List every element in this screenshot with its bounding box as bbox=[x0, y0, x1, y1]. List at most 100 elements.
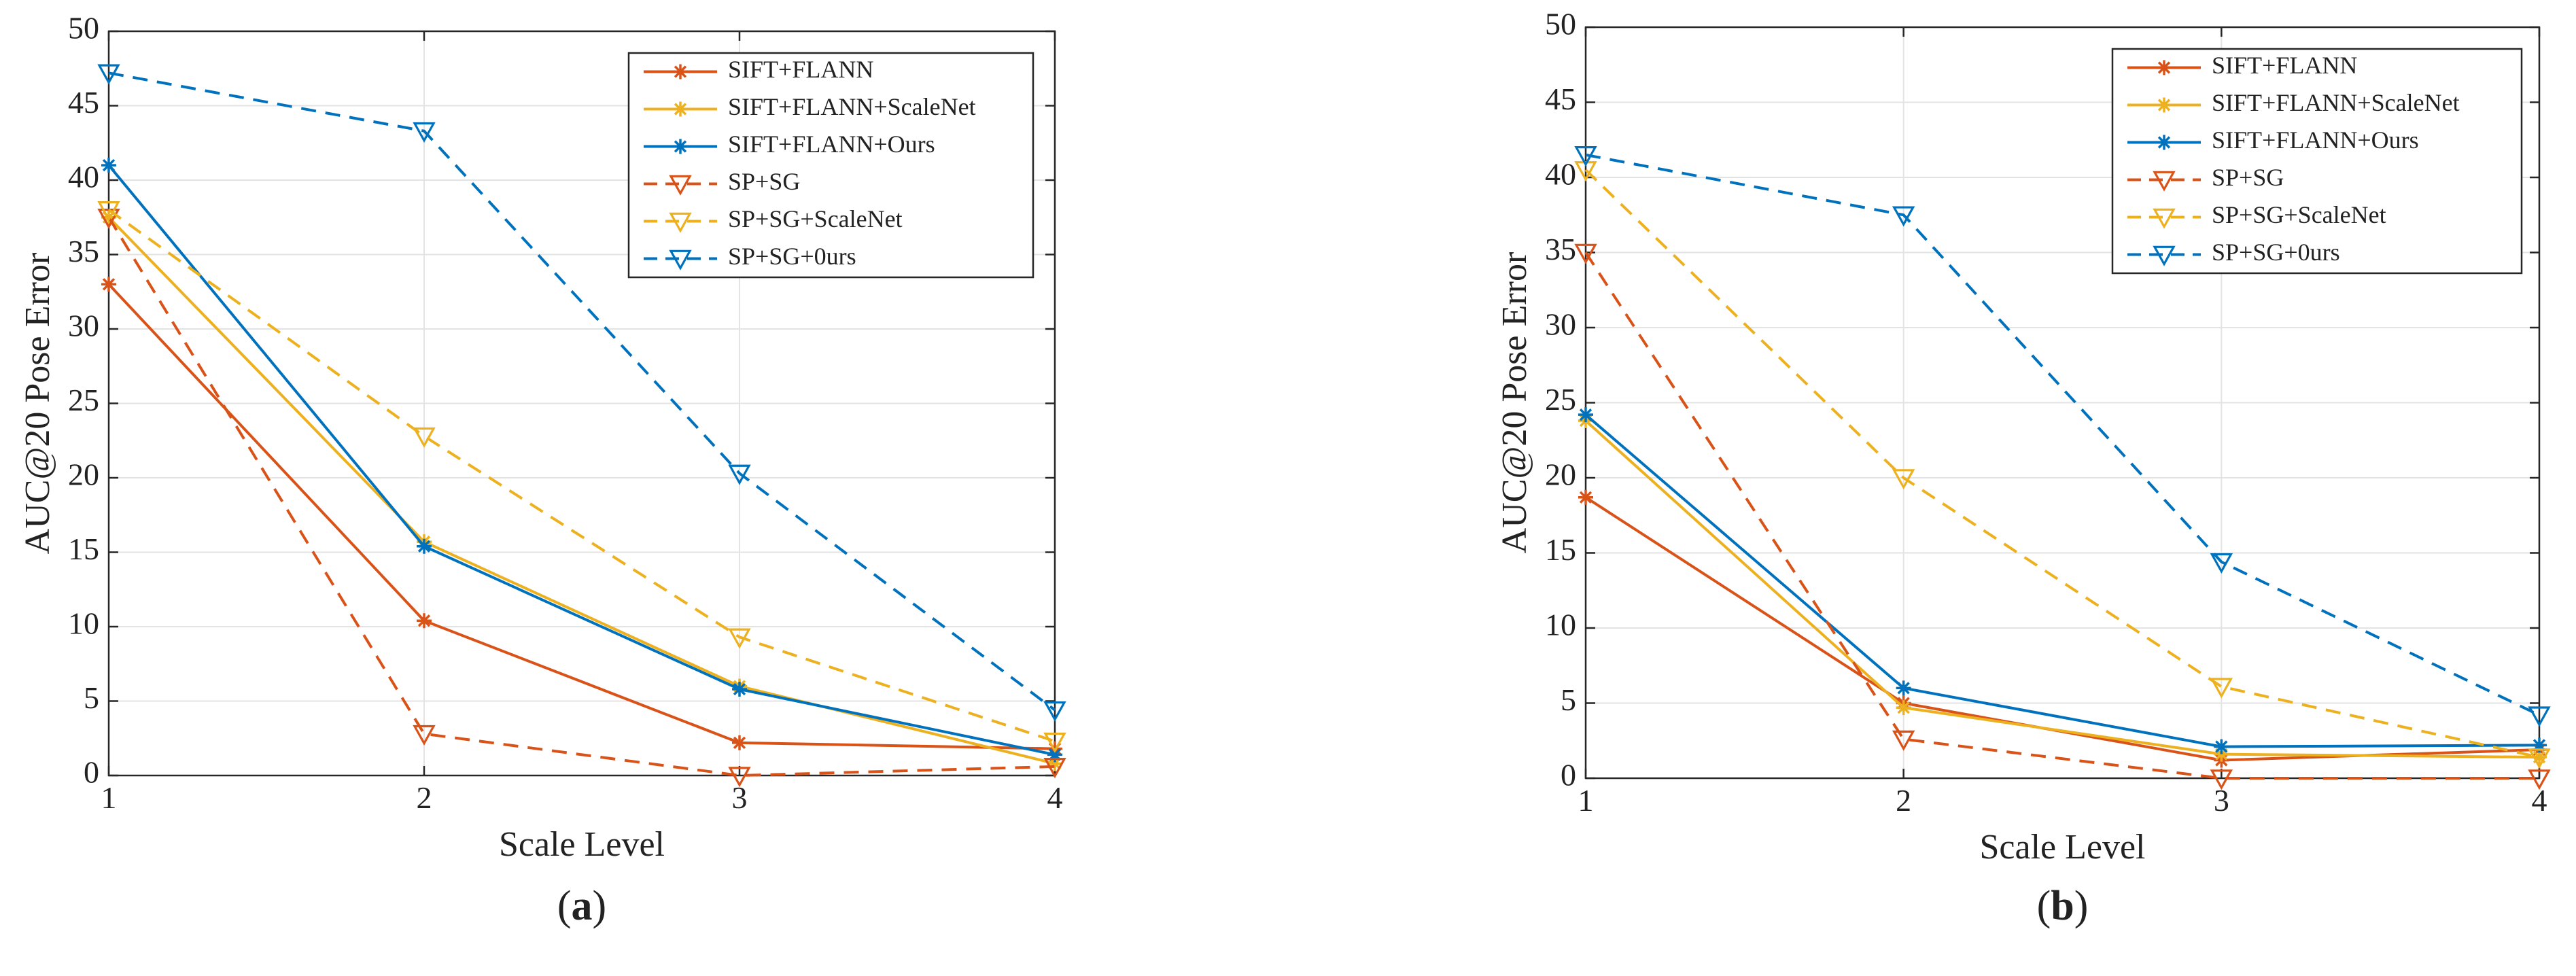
series-line bbox=[107, 164, 1056, 756]
data-point bbox=[2528, 748, 2551, 769]
data-point bbox=[2528, 769, 2551, 790]
x-tick-label: 4 bbox=[1047, 780, 1063, 815]
data-point bbox=[1574, 243, 1597, 264]
y-tick-label: 50 bbox=[68, 11, 99, 46]
data-point bbox=[1043, 701, 1066, 722]
data-point bbox=[1892, 206, 1915, 227]
series-sp-sg-0urs bbox=[97, 64, 1066, 722]
data-point bbox=[2210, 553, 2233, 574]
legend-marker bbox=[2153, 171, 2176, 192]
data-point bbox=[101, 277, 116, 292]
y-tick-label: 5 bbox=[1561, 682, 1576, 717]
legend-entry: SP+SG+0urs bbox=[728, 243, 856, 270]
y-tick-label: 35 bbox=[68, 234, 99, 268]
data-point bbox=[1043, 732, 1066, 753]
legend-marker bbox=[2153, 208, 2176, 229]
data-point bbox=[413, 427, 436, 448]
y-tick-label: 0 bbox=[1561, 758, 1576, 792]
series-sp-sg-0urs bbox=[1574, 146, 2551, 727]
data-point bbox=[97, 201, 120, 222]
series-sp-sg-scalenet bbox=[1574, 161, 2551, 769]
data-point bbox=[2214, 746, 2229, 762]
data-point bbox=[1574, 146, 1597, 167]
y-tick-label: 10 bbox=[68, 606, 99, 641]
y-tick-label: 20 bbox=[68, 457, 99, 492]
y-tick-label: 15 bbox=[68, 531, 99, 566]
data-point bbox=[1047, 756, 1062, 771]
series-sp-sg-scalenet bbox=[97, 201, 1066, 753]
data-point bbox=[732, 681, 747, 697]
legend-marker bbox=[2157, 60, 2172, 75]
series-line bbox=[1584, 169, 2540, 759]
series-sp-sg bbox=[1574, 243, 2551, 790]
y-tick-label: 45 bbox=[68, 85, 99, 120]
x-tick-label: 3 bbox=[732, 780, 748, 815]
chart-panel-b: 0 5 10 15 20 25 30 35 40 45 50 1 2 3 4 Scale Level AUC@2… bbox=[1495, 7, 2551, 929]
panel-label: (a) bbox=[557, 883, 606, 929]
y-tick-label: 25 bbox=[1545, 382, 1576, 417]
series-line bbox=[107, 216, 1056, 765]
data-point bbox=[1892, 469, 1915, 490]
series-line bbox=[1584, 419, 2540, 759]
data-point bbox=[1047, 747, 1062, 763]
data-point bbox=[728, 767, 751, 788]
y-tick-label: 25 bbox=[68, 383, 99, 417]
data-point bbox=[417, 613, 432, 629]
y-tick-label: 15 bbox=[1545, 532, 1576, 567]
legend-marker bbox=[2157, 135, 2172, 150]
x-axis-label: Scale Level bbox=[499, 825, 665, 864]
data-point bbox=[1896, 680, 1911, 696]
legend-marker bbox=[669, 212, 692, 233]
y-tick-label: 35 bbox=[1545, 232, 1576, 266]
x-tick-label: 2 bbox=[417, 780, 432, 815]
data-point bbox=[1043, 758, 1066, 779]
legend-marker bbox=[2157, 97, 2172, 113]
data-point bbox=[413, 725, 436, 746]
y-tick-label: 40 bbox=[1545, 157, 1576, 192]
data-point bbox=[1896, 700, 1911, 716]
y-tick-label: 30 bbox=[1545, 307, 1576, 342]
legend-entry: SIFT+FLANN+ScaleNet bbox=[728, 93, 976, 120]
legend-entry: SP+SG bbox=[728, 168, 800, 195]
series-sift-flann-ours bbox=[101, 158, 1062, 763]
panel-letter: a bbox=[572, 883, 593, 929]
y-tick-label: 0 bbox=[84, 755, 99, 790]
legend-entry: SP+SG+ScaleNet bbox=[2212, 201, 2386, 228]
series-line bbox=[108, 71, 1056, 712]
data-point bbox=[2528, 706, 2551, 727]
legend-box bbox=[2111, 48, 2523, 275]
legend-marker bbox=[669, 175, 692, 196]
x-axis-label: Scale Level bbox=[1980, 828, 2146, 867]
series-line bbox=[1584, 413, 2540, 748]
legend-box bbox=[627, 52, 1034, 279]
data-point bbox=[97, 64, 120, 85]
legend-marker bbox=[2153, 245, 2176, 266]
legend-entry: SIFT+FLANN+Ours bbox=[728, 130, 935, 158]
legend-entry: SIFT+FLANN bbox=[728, 56, 873, 83]
legend-marker bbox=[673, 101, 688, 117]
y-axis-label: AUC@20 Pose Error bbox=[18, 253, 57, 555]
chart-panel-a: 0 5 10 15 20 25 30 35 40 45 50 1 2 3 4 Scale Level AUC@2… bbox=[18, 11, 1066, 929]
x-tick-label: 4 bbox=[2532, 783, 2547, 818]
data-point bbox=[413, 122, 436, 143]
panel-letter: b bbox=[2051, 883, 2074, 929]
x-tick-label: 1 bbox=[101, 780, 117, 815]
data-point bbox=[2532, 750, 2547, 765]
data-point bbox=[2214, 739, 2229, 754]
legend-entry: SIFT+FLANN+Ours bbox=[2212, 126, 2419, 154]
y-tick-label: 50 bbox=[1545, 7, 1576, 41]
data-point bbox=[728, 464, 751, 485]
legend-entry: SIFT+FLANN bbox=[2212, 52, 2357, 79]
series-line bbox=[107, 283, 1056, 750]
series-line bbox=[107, 209, 1056, 743]
legend-entry: SP+SG+0urs bbox=[2212, 239, 2340, 266]
legend-marker bbox=[673, 64, 688, 80]
data-point bbox=[1578, 489, 1593, 505]
data-point bbox=[1578, 407, 1593, 423]
legend-entry: SP+SG+ScaleNet bbox=[728, 205, 903, 232]
series-line bbox=[107, 216, 1056, 778]
series-sp-sg bbox=[97, 208, 1066, 788]
x-tick-label: 1 bbox=[1578, 783, 1594, 818]
y-tick-label: 30 bbox=[68, 309, 99, 343]
